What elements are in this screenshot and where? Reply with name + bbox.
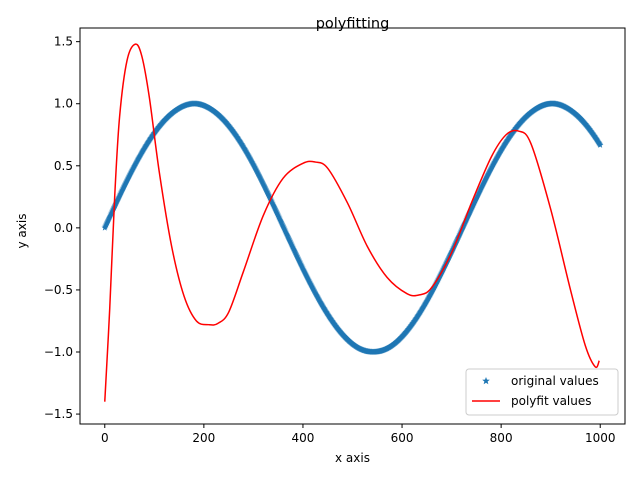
axes-frame — [79, 27, 626, 425]
legend: original values polyfit values — [465, 368, 619, 416]
x-tick-label: 800 — [490, 431, 513, 445]
legend-label-polyfit-values: polyfit values — [511, 394, 592, 408]
y-tick-label: 1.5 — [54, 35, 73, 49]
y-tick-label: 0.0 — [54, 221, 73, 235]
y-tick-label: −1.0 — [44, 345, 73, 359]
y-axis-title: y axis — [15, 214, 29, 249]
legend-box — [465, 368, 619, 416]
y-tick-label: 1.0 — [54, 97, 73, 111]
chart-title: polyfitting — [316, 16, 390, 32]
series-original-values — [101, 100, 604, 355]
x-tick-label: 600 — [391, 431, 414, 445]
plot-area — [101, 43, 604, 402]
legend-star-marker — [482, 377, 490, 385]
y-tick-label: −1.5 — [44, 407, 73, 421]
series-polyfit-values-line — [104, 43, 600, 402]
x-axis-title: x axis — [335, 451, 370, 465]
x-tick-label: 200 — [192, 431, 215, 445]
y-tick-label: −0.5 — [44, 283, 73, 297]
x-tick-label: 1000 — [585, 431, 616, 445]
y-axis: −1.5 −1.0 −0.5 0.0 0.5 1.0 1.5 — [44, 35, 80, 421]
original-value-point — [596, 141, 604, 148]
x-tick-label: 400 — [292, 431, 315, 445]
x-axis: 0 200 400 600 800 1000 — [101, 424, 616, 445]
y-tick-label: 0.5 — [54, 159, 73, 173]
legend-label-original-values: original values — [511, 374, 599, 388]
x-tick-label: 0 — [101, 431, 109, 445]
